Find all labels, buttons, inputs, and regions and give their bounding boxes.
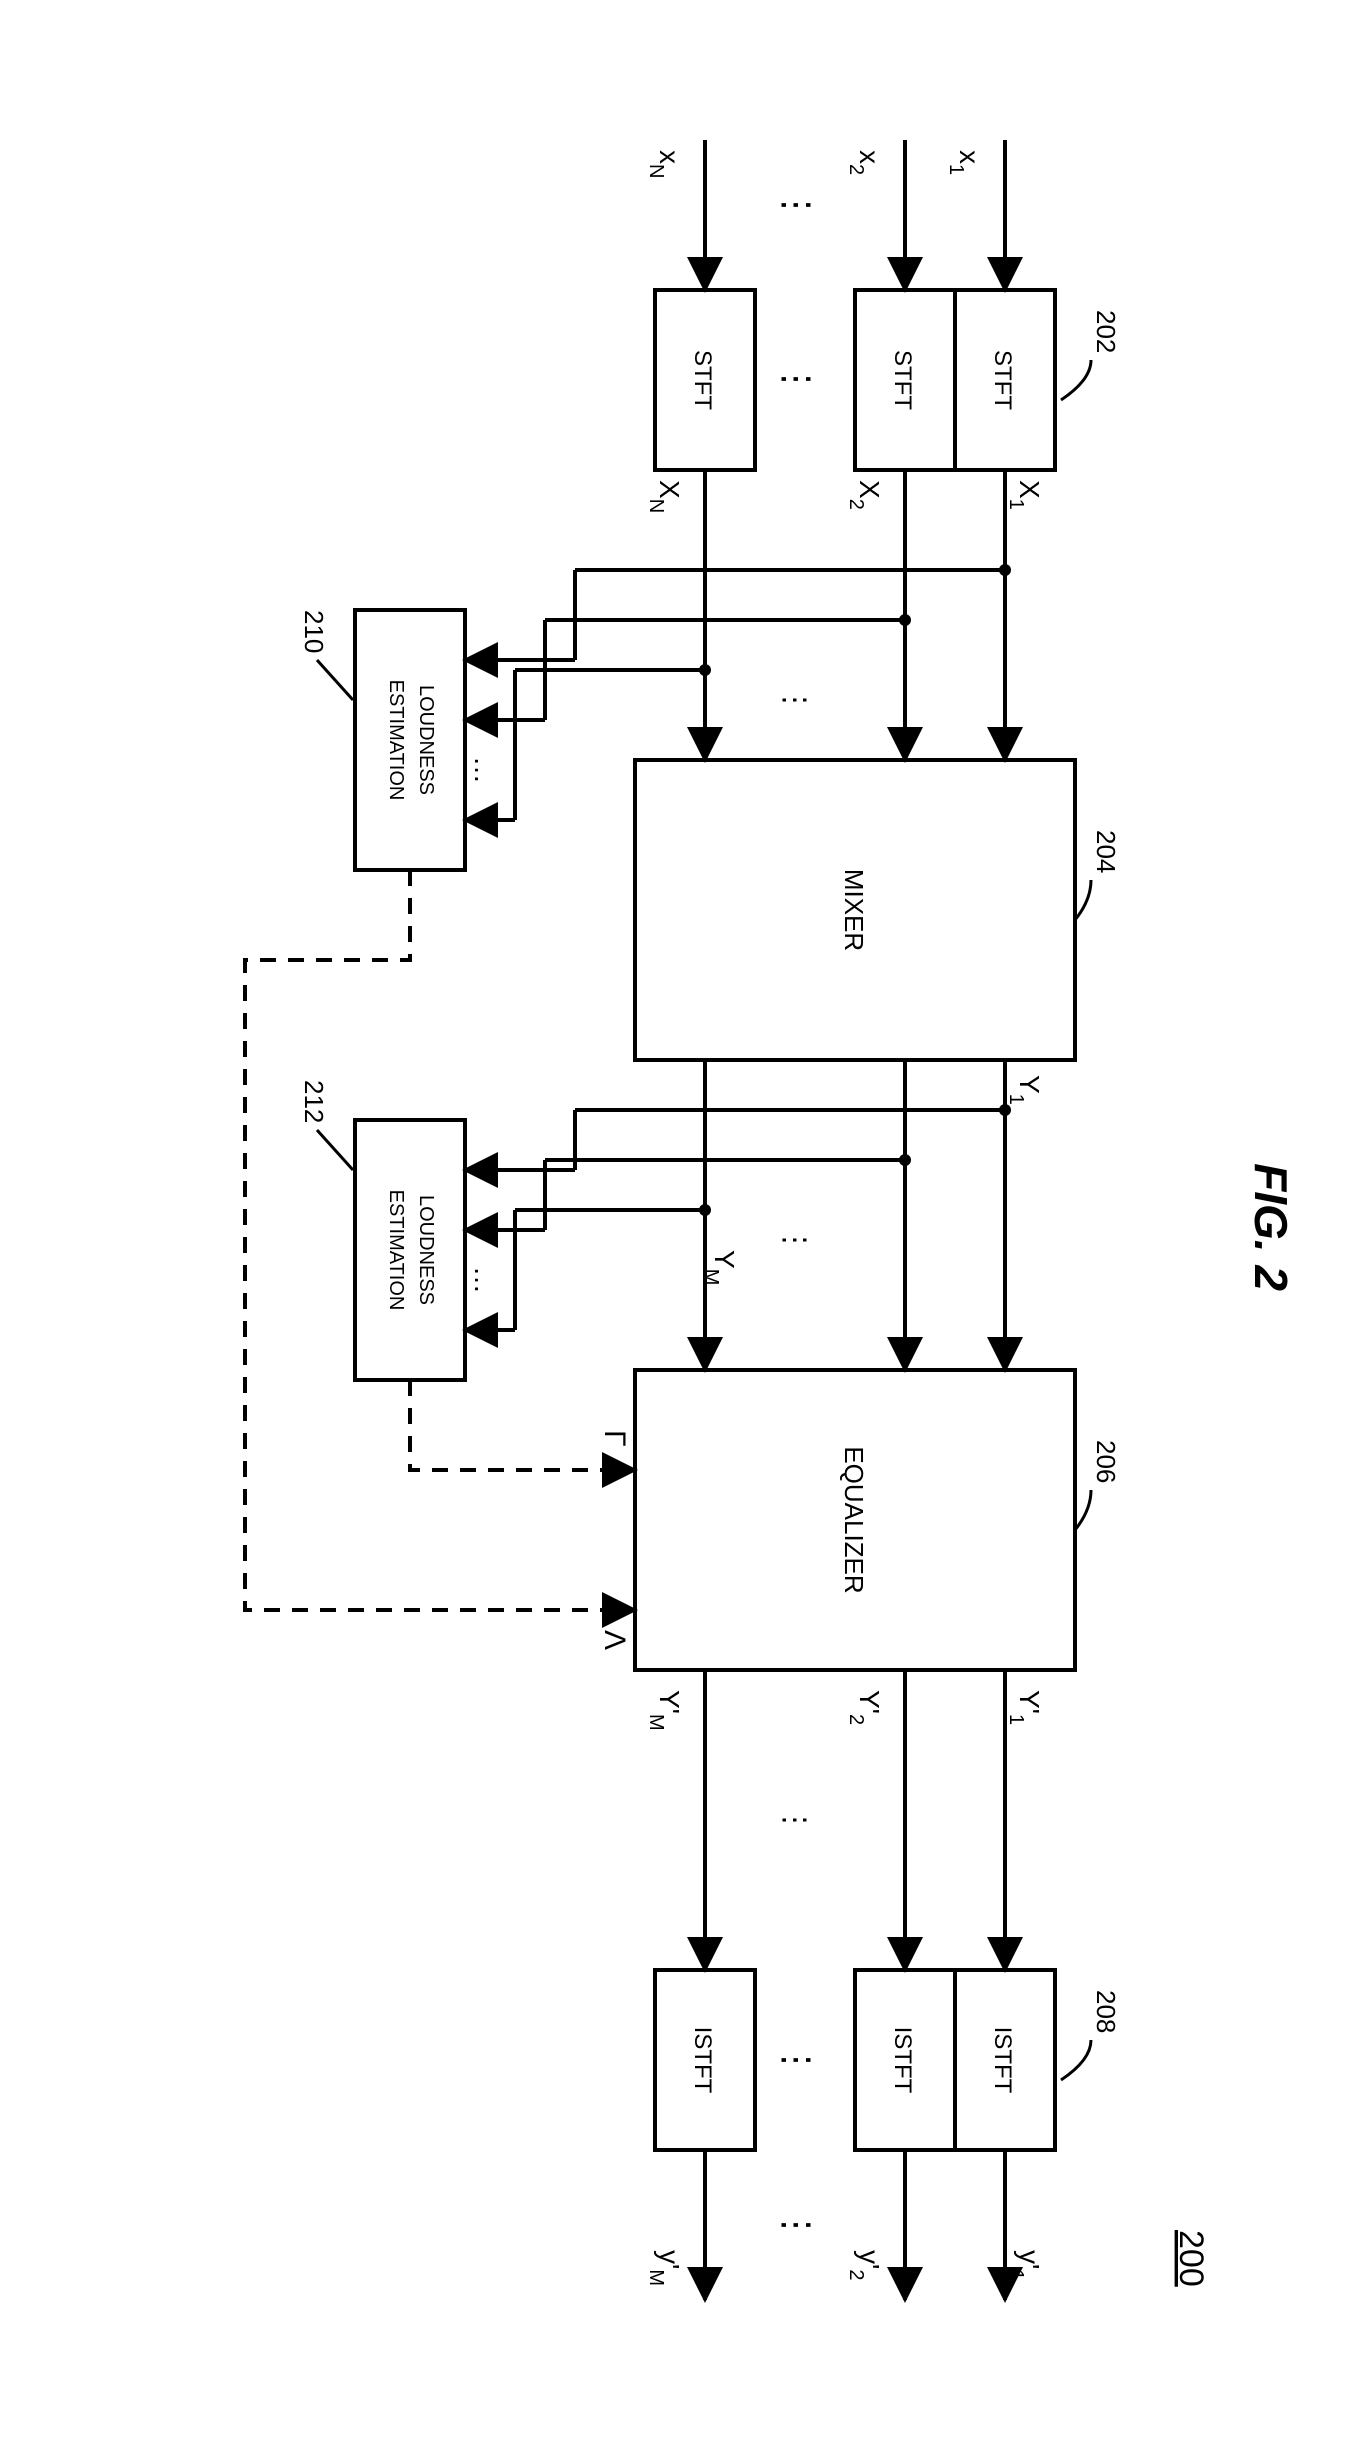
istft-label-m: ISTFT — [689, 2027, 716, 2094]
svg-text:Y'2: Y'2 — [845, 1690, 885, 1725]
le2-in-dots: … — [469, 1266, 500, 1294]
loudness-block-1 — [355, 610, 465, 870]
stft-label-2: STFT — [889, 350, 916, 410]
svg-text:Y1: Y1 — [1005, 1075, 1045, 1105]
svg-text:xN: xN — [645, 150, 685, 178]
svg-text:y'2: y'2 — [845, 2250, 885, 2280]
svg-text:Y'1: Y'1 — [1005, 1690, 1045, 1725]
istft-vdots: ⋮ — [777, 2042, 818, 2078]
figure-title: FIG. 2 — [1245, 1163, 1297, 1291]
mixer-to-eq — [705, 1060, 1005, 1370]
loudness-label-1a: LOUDNESS — [415, 685, 437, 795]
stft-ref: 202 — [1091, 310, 1121, 353]
istft-group: 208 ISTFT ISTFT ⋮ ISTFT — [655, 1970, 1121, 2150]
svg-text:x1: x1 — [945, 150, 985, 175]
svg-text:XN: XN — [645, 480, 685, 513]
loudness-block-2 — [355, 1120, 465, 1380]
output-vdots: ⋮ — [777, 2207, 818, 2243]
stft-to-mixer — [705, 470, 1005, 760]
svg-text:⋮: ⋮ — [778, 685, 811, 715]
svg-text:⋮: ⋮ — [778, 1225, 811, 1255]
svg-text:y'M: y'M — [645, 2250, 685, 2286]
loudness-label-2a: LOUDNESS — [415, 1195, 437, 1305]
taps-to-loudness1 — [465, 570, 1005, 820]
mixer-ref: 204 — [1091, 830, 1121, 873]
svg-text:⋮: ⋮ — [778, 1805, 811, 1835]
svg-text:x2: x2 — [845, 150, 885, 175]
dash-le2-to-eq — [410, 1380, 635, 1470]
stft-label-n: STFT — [689, 350, 716, 410]
stft-group: 202 STFT STFT ⋮ STFT — [655, 290, 1121, 470]
loudness-label-1b: ESTIMATION — [385, 680, 407, 801]
stft-vdots: ⋮ — [777, 361, 818, 399]
istft-label-2: ISTFT — [889, 2027, 916, 2094]
input-signal-labels: x1 x2 xN ⋮ — [645, 150, 985, 223]
equalizer-ref: 206 — [1091, 1440, 1121, 1483]
svg-text:Y'M: Y'M — [645, 1690, 685, 1731]
input-vdots: ⋮ — [777, 187, 818, 223]
svg-text:X1: X1 — [1005, 480, 1045, 510]
svg-text:y'1: y'1 — [1005, 2250, 1045, 2280]
le1-in-dots: … — [469, 756, 500, 784]
equalizer-label: EQUALIZER — [839, 1446, 869, 1593]
istft-label-1: ISTFT — [989, 2027, 1016, 2094]
dash-le1-to-eq — [245, 870, 635, 1610]
istft-ref: 208 — [1091, 1990, 1121, 2033]
page-ref: 200 — [1172, 2230, 1210, 2287]
svg-text:X2: X2 — [845, 480, 885, 510]
lambda-label: Λ — [598, 1630, 631, 1650]
loudness-label-2b: ESTIMATION — [385, 1190, 407, 1311]
loudness-ref-1: 210 — [299, 610, 329, 653]
taps-to-loudness2 — [465, 1110, 1005, 1330]
loudness-ref-2: 212 — [299, 1080, 329, 1123]
stft-label-1: STFT — [989, 350, 1016, 410]
mixer-label: MIXER — [839, 869, 869, 951]
gamma-label: Γ — [598, 1430, 631, 1447]
Y-labels: Y1 YM ⋮ — [700, 1075, 1045, 1285]
